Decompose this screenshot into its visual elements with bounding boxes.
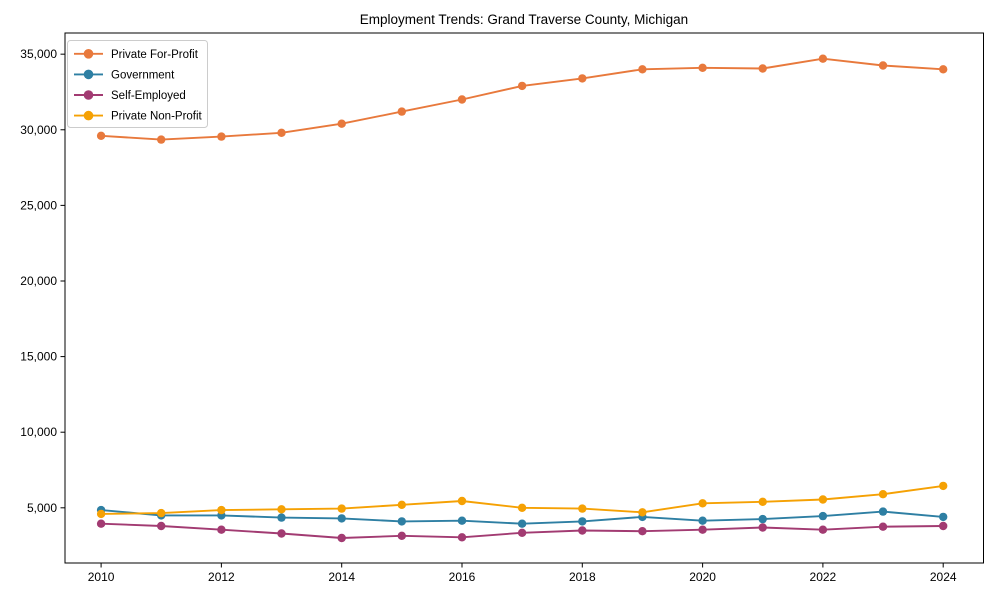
data-point-private-for-profit-2014 [337, 119, 346, 128]
plot-area: 5,000 10,000 15,000 20,000 25,000 30,000 35,00… [20, 32, 984, 584]
data-point-private-for-profit-2024 [939, 65, 948, 74]
data-point-private-non-profit-2011 [157, 508, 166, 518]
data-point-private-for-profit-2015 [397, 107, 406, 116]
y-tick-label: 10,000 [20, 425, 57, 439]
y-tick-label: 5,000 [27, 501, 57, 515]
chart-title: Employment Trends: Grand Traverse County… [360, 12, 688, 27]
data-point-government-2024 [939, 512, 948, 522]
legend-item-government: Government [74, 69, 175, 81]
legend-label-private-non-profit: Private Non-Profit [111, 111, 203, 123]
data-point-self-employed-2020 [698, 525, 707, 534]
data-point-private-non-profit-2015 [397, 500, 406, 509]
data-point-self-employed-2022 [818, 525, 828, 534]
data-point-government-2020 [698, 516, 707, 525]
data-point-government-2021 [758, 514, 767, 524]
data-point-private-for-profit-2010 [96, 131, 106, 140]
y-tick-label: 15,000 [20, 350, 57, 364]
data-point-self-employed-2019 [638, 527, 647, 536]
legend-marker-self-employed [83, 90, 94, 100]
data-point-government-2023 [878, 507, 888, 516]
data-point-private-for-profit-2022 [818, 54, 828, 63]
data-point-private-non-profit-2010 [96, 509, 106, 519]
data-point-government-2014 [337, 514, 346, 523]
data-point-government-2018 [578, 517, 587, 526]
x-tick-label: 2016 [449, 570, 476, 584]
data-point-self-employed-2023 [878, 522, 888, 531]
x-tick-label: 2014 [328, 570, 355, 584]
x-tick-label: 2018 [569, 570, 596, 584]
data-point-private-for-profit-2017 [517, 81, 527, 91]
data-point-self-employed-2024 [939, 521, 948, 531]
data-point-private-non-profit-2014 [337, 504, 346, 513]
data-point-private-for-profit-2020 [698, 63, 707, 72]
legend-label-government: Government [111, 69, 175, 81]
series-private-for-profit [96, 54, 948, 144]
series-line-private-for-profit [100, 57, 945, 141]
x-tick-label: 2020 [689, 570, 716, 584]
legend: Private For-Profit Government Self-Employe… [67, 40, 208, 128]
series-self-employed [96, 519, 948, 543]
y-tick-label: 25,000 [20, 198, 57, 212]
data-point-private-non-profit-2022 [818, 495, 828, 504]
data-point-self-employed-2013 [277, 529, 286, 538]
y-tick-label: 20,000 [20, 274, 57, 288]
legend-item-private-non-profit: Private Non-Profit [74, 111, 203, 123]
data-point-government-2015 [397, 517, 406, 526]
legend-label-private-for-profit: Private For-Profit [111, 49, 199, 61]
data-point-private-for-profit-2023 [878, 61, 888, 70]
legend-box [67, 40, 208, 128]
data-point-government-2013 [277, 513, 286, 522]
data-point-private-non-profit-2020 [698, 499, 707, 508]
data-point-self-employed-2021 [758, 523, 767, 532]
legend-item-private-for-profit: Private For-Profit [74, 49, 199, 61]
data-point-private-for-profit-2013 [277, 128, 286, 137]
legend-marker-private-non-profit [83, 110, 94, 121]
data-point-self-employed-2012 [217, 525, 226, 534]
data-point-self-employed-2016 [457, 533, 467, 542]
data-point-private-for-profit-2018 [578, 74, 587, 83]
data-point-private-non-profit-2016 [457, 496, 467, 506]
data-point-government-2022 [818, 511, 828, 521]
data-point-government-2016 [457, 516, 467, 525]
data-point-private-non-profit-2013 [277, 505, 286, 514]
data-point-private-for-profit-2011 [157, 135, 166, 144]
data-point-private-non-profit-2021 [758, 497, 767, 506]
x-tick-label: 2024 [930, 570, 957, 584]
data-point-government-2017 [517, 519, 527, 528]
x-tick-label: 2012 [208, 570, 235, 584]
data-point-private-for-profit-2016 [457, 95, 467, 104]
y-tick-label: 35,000 [20, 47, 57, 61]
data-point-private-non-profit-2023 [878, 490, 888, 499]
legend-marker-government [83, 69, 94, 80]
legend-label-self-employed: Self-Employed [111, 90, 186, 102]
data-point-private-for-profit-2019 [638, 65, 647, 74]
data-point-self-employed-2010 [96, 519, 106, 528]
data-point-private-non-profit-2012 [217, 505, 226, 515]
data-point-private-for-profit-2021 [758, 64, 767, 73]
legend-item-self-employed: Self-Employed [74, 90, 186, 102]
data-point-private-non-profit-2024 [939, 481, 948, 491]
data-point-self-employed-2017 [517, 528, 527, 537]
data-point-private-non-profit-2017 [517, 503, 527, 512]
plot-border [64, 32, 984, 564]
data-point-self-employed-2018 [578, 526, 587, 535]
series-private-non-profit [96, 481, 948, 519]
y-tick-label: 30,000 [20, 123, 57, 137]
data-point-private-for-profit-2012 [217, 132, 226, 141]
data-point-self-employed-2014 [337, 533, 346, 543]
data-point-private-non-profit-2019 [638, 508, 647, 517]
legend-marker-private-for-profit [83, 49, 94, 59]
data-point-self-employed-2015 [397, 531, 406, 540]
data-point-self-employed-2011 [157, 521, 166, 531]
x-tick-label: 2022 [810, 570, 837, 584]
x-tick-label: 2010 [88, 570, 115, 584]
data-point-private-non-profit-2018 [578, 504, 587, 513]
